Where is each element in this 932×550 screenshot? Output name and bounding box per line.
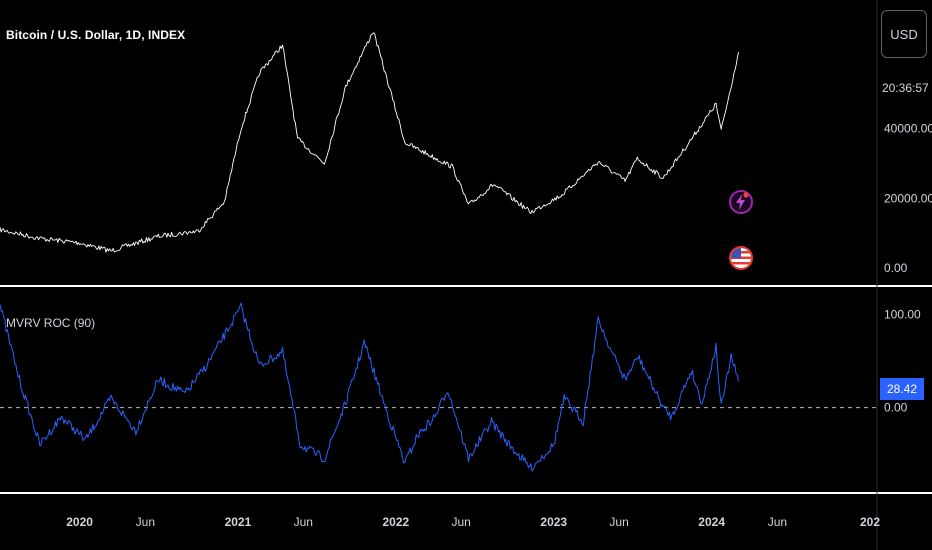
us-flag-icon[interactable]	[729, 246, 753, 270]
price-series-line[interactable]	[0, 32, 739, 253]
time-tick-label: 2024	[698, 515, 725, 529]
price-tick-label: 0.00	[884, 261, 908, 275]
indicator-pane[interactable]	[0, 302, 877, 472]
price-pane[interactable]	[0, 31, 739, 253]
indicator-tick-label: 100.00	[884, 308, 921, 322]
time-tick-label: 2021	[225, 515, 252, 529]
price-axis[interactable]: 0.00 20000.00 40000.00	[884, 122, 932, 275]
time-tick-label: 202	[860, 515, 880, 529]
time-axis[interactable]: 2020 Jun 2021 Jun 2022 Jun 2023 Jun 2024 Jun 202	[66, 515, 880, 529]
price-tick-label: 20000.00	[884, 191, 932, 205]
time-tick-label: Jun	[768, 515, 787, 529]
indicator-last-value-tag: 28.42	[880, 378, 924, 400]
indicator-title[interactable]: MVRV ROC (90)	[6, 316, 96, 330]
flash-icon[interactable]	[729, 190, 753, 214]
currency-button[interactable]: USD	[881, 10, 927, 58]
indicator-axis[interactable]: 0.00 100.00	[884, 308, 921, 415]
symbol-title: Bitcoin / U.S. Dollar, 1D, INDEX	[6, 28, 186, 42]
flash-icon-glyph	[736, 192, 749, 210]
time-tick-label: 2020	[66, 515, 93, 529]
time-tick-label: 2022	[382, 515, 409, 529]
bar-countdown: 20:36:57	[882, 81, 929, 95]
time-tick-label: Jun	[451, 515, 470, 529]
price-tick-label: 40000.00	[884, 122, 932, 136]
time-tick-label: Jun	[609, 515, 628, 529]
us-flag-glyph	[731, 248, 751, 268]
mvrv-roc-series-line[interactable]	[0, 302, 739, 472]
indicator-tick-label: 0.00	[884, 401, 908, 415]
time-tick-label: Jun	[294, 515, 313, 529]
time-tick-label: 2023	[540, 515, 567, 529]
time-tick-label: Jun	[136, 515, 155, 529]
